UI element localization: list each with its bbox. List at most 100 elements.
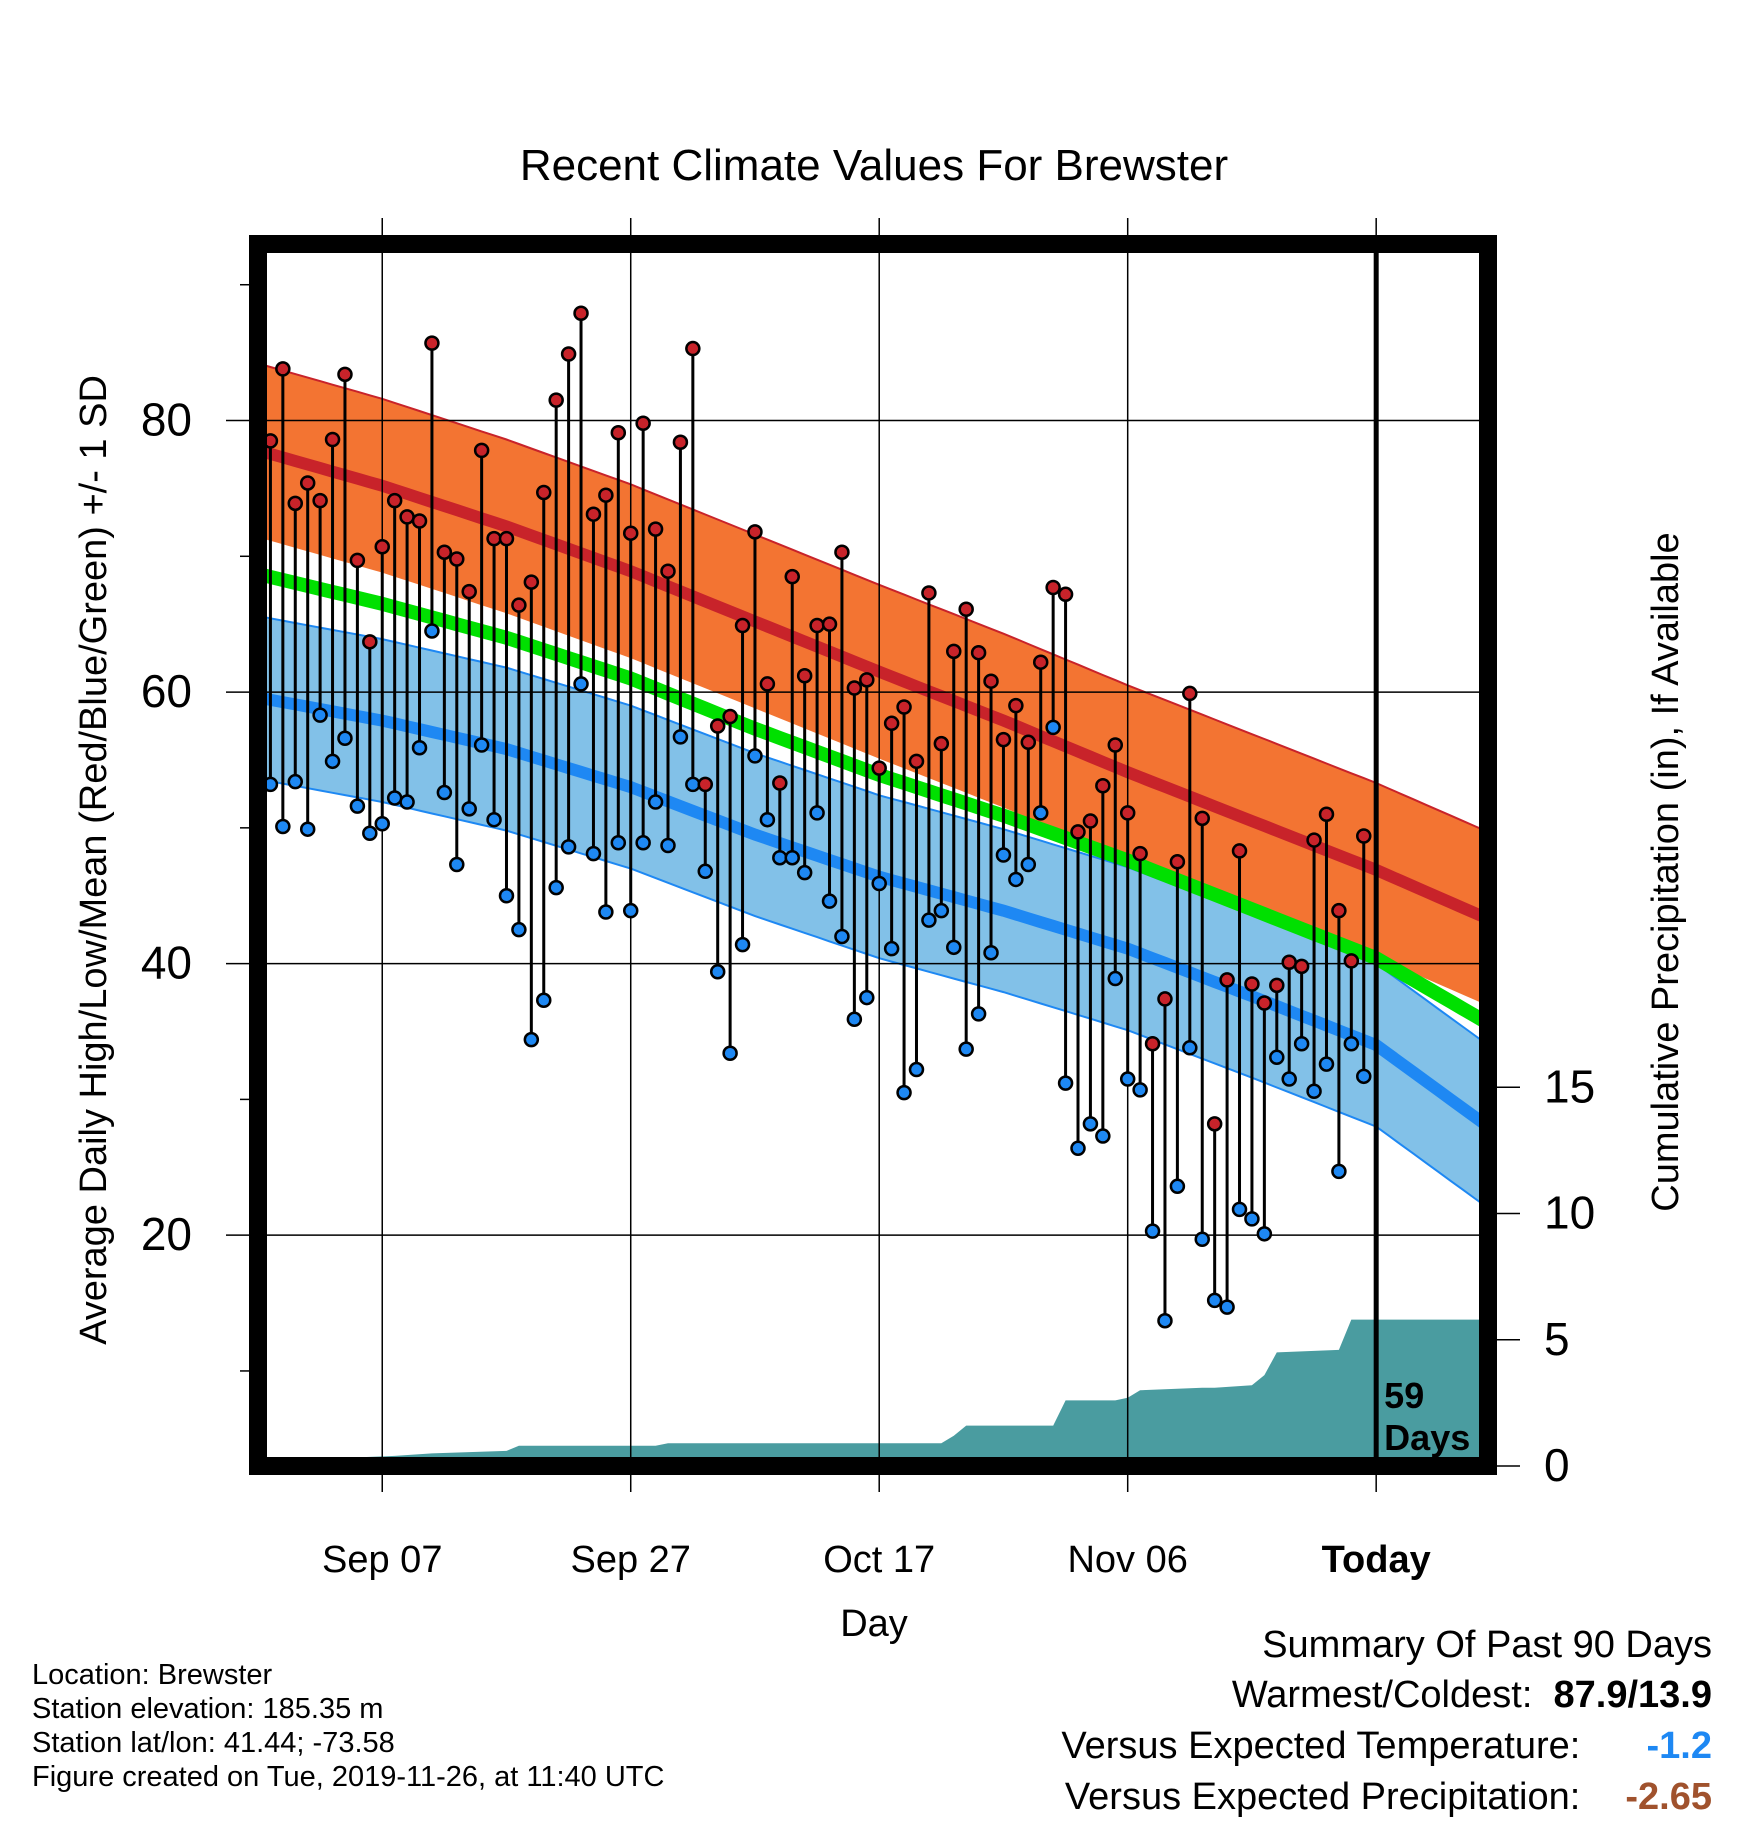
daily-high-point [871, 760, 887, 776]
chart-title: Recent Climate Values For Brewster [520, 141, 1228, 190]
daily-low-point [697, 863, 714, 880]
daily-high-point [461, 583, 477, 600]
daily-high-point [436, 544, 453, 560]
daily-low-point [635, 835, 651, 851]
daily-high-point [1119, 805, 1136, 821]
plot-content [258, 244, 1488, 1466]
y2-tick-label: 0 [1544, 1439, 1570, 1491]
daily-low-point [821, 893, 838, 909]
daily-low-point [647, 794, 664, 810]
daily-low-point [846, 1011, 863, 1028]
plot-area: 59 Days Sep 07 Sep 27 Oct 17 Nov 06 Today 20 40 6… [141, 218, 1595, 1581]
daily-low-point [896, 1084, 912, 1101]
daily-low-point [1244, 1211, 1260, 1227]
daily-high-point [1082, 813, 1099, 829]
warm-cold-label: Warmest/Coldest: [1231, 1674, 1533, 1716]
daily-high-point [722, 708, 738, 725]
y2-tick-label: 10 [1544, 1187, 1595, 1239]
daily-high-point [1231, 843, 1248, 859]
daily-low-point [970, 1006, 987, 1022]
daily-high-point [1032, 654, 1049, 670]
created-text: Figure created on Tue, 2019-11-26, at 11… [32, 1761, 665, 1793]
daily-low-point [734, 936, 751, 953]
daily-low-point [1306, 1083, 1322, 1100]
x-tick-label: Sep 27 [571, 1539, 691, 1581]
warm-cold-value: 87.9/13.9 [1553, 1674, 1712, 1716]
daily-low-point [1206, 1292, 1223, 1309]
daily-high-point [1318, 806, 1335, 823]
high-band-upper-edge [258, 362, 1488, 833]
daily-low-point [598, 904, 614, 920]
today-days-label-line: 59 [1384, 1375, 1424, 1416]
daily-low-point [772, 849, 788, 866]
daily-low-point [337, 730, 353, 746]
daily-high-point [784, 568, 800, 585]
daily-high-point [672, 434, 689, 450]
daily-low-point [287, 773, 304, 790]
daily-high-point [610, 424, 627, 441]
x-tick-label: Sep 07 [322, 1539, 442, 1581]
daily-low-point [796, 864, 813, 881]
daily-low-point [1182, 1040, 1198, 1056]
daily-high-point [337, 366, 353, 383]
daily-high-point [1157, 991, 1173, 1007]
daily-high-point [473, 442, 490, 459]
temp-anomaly-value: -1.2 [1646, 1725, 1712, 1767]
summary-heading: Summary Of Past 90 Days [1262, 1624, 1712, 1666]
daily-high-point [883, 715, 900, 732]
daily-low-point [1008, 871, 1024, 888]
daily-high-point [523, 574, 540, 590]
daily-low-point [523, 1031, 540, 1048]
daily-high-point [734, 617, 751, 634]
daily-low-point [511, 921, 527, 938]
station-info: Location: Brewster Station elevation: 18… [32, 1658, 664, 1794]
daily-low-point [449, 856, 465, 873]
daily-low-point [672, 729, 689, 745]
daily-high-point [921, 585, 937, 601]
daily-low-point [1256, 1226, 1273, 1242]
daily-high-point [1356, 828, 1372, 844]
summary-panel: Summary Of Past 90 Days Warmest/Coldest:… [1061, 1624, 1712, 1827]
y-tick-label: 40 [141, 937, 192, 989]
daily-high-point [685, 340, 701, 357]
daily-low-point [1107, 970, 1124, 987]
daily-low-point [1231, 1201, 1248, 1218]
daily-low-point [747, 748, 763, 764]
daily-high-point [498, 530, 515, 547]
daily-high-point [349, 552, 366, 569]
daily-low-point [834, 928, 850, 945]
daily-low-point [1293, 1035, 1310, 1052]
daily-high-point [908, 753, 925, 770]
daily-high-point [1219, 972, 1235, 988]
daily-high-point [622, 525, 639, 541]
temp-anomaly-label: Versus Expected Temperature: [1061, 1725, 1581, 1767]
daily-high-point [821, 616, 838, 632]
daily-low-point [573, 676, 589, 692]
daily-low-point [1070, 1140, 1086, 1157]
daily-low-point [995, 847, 1012, 863]
daily-low-point [1269, 1049, 1285, 1066]
x-tick-label: Nov 06 [1067, 1539, 1187, 1581]
normal-low-line [258, 691, 1488, 1132]
daily-high-point [424, 335, 440, 351]
daily-low-point [473, 737, 490, 753]
daily-high-point [958, 601, 974, 617]
plot-frame [249, 235, 1497, 1475]
daily-high-point [1169, 854, 1186, 870]
daily-high-point [1331, 902, 1347, 919]
daily-low-point [809, 805, 825, 821]
daily-high-point [386, 492, 403, 509]
daily-low-point [933, 902, 950, 919]
daily-low-point [1157, 1312, 1173, 1329]
daily-low-point [374, 816, 390, 832]
daily-high-point [1281, 954, 1297, 971]
daily-low-point [324, 753, 341, 770]
daily-high-point [312, 492, 328, 509]
daily-low-point [386, 790, 403, 806]
daily-high-point [995, 731, 1012, 748]
daily-high-point [560, 346, 577, 362]
precip-anomaly-value: -2.65 [1625, 1776, 1712, 1818]
daily-low-point [1281, 1071, 1297, 1087]
daily-low-point [560, 839, 577, 855]
